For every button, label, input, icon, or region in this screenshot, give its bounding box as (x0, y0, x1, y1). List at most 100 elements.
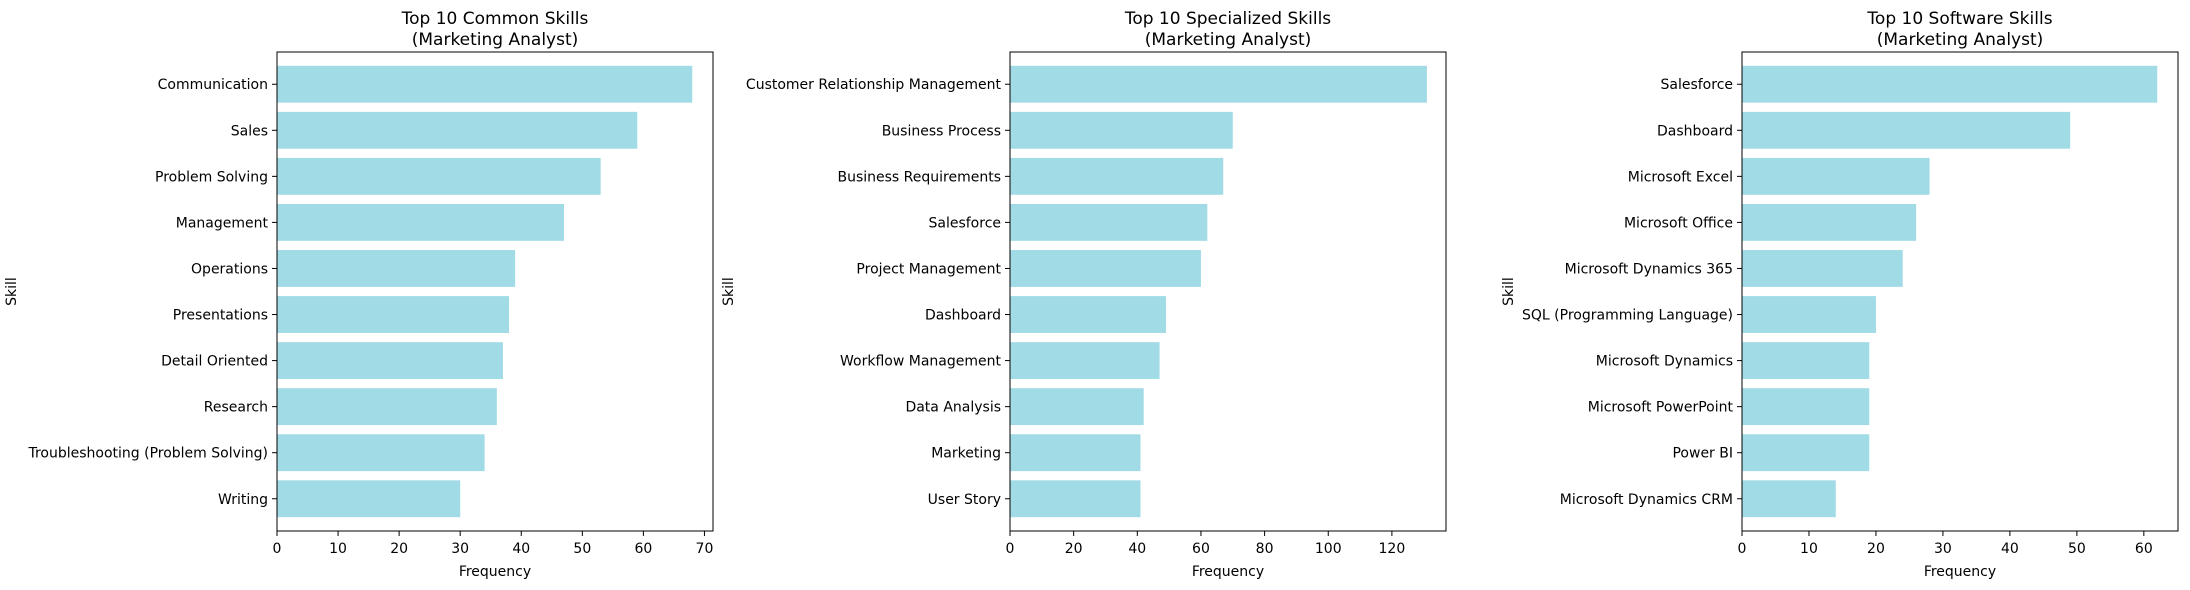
y-tick-label: Management (176, 215, 269, 231)
bar-2-6 (1010, 296, 1166, 333)
bar-2-5 (1010, 250, 1201, 287)
y-tick-label: Workflow Management (840, 354, 1001, 370)
x-tick-label: 10 (1800, 541, 1818, 557)
y-tick-label: Problem Solving (155, 169, 268, 185)
x-tick-label: 40 (2001, 541, 2019, 557)
x-tick-label: 60 (2135, 541, 2153, 557)
x-tick-label: 50 (2068, 541, 2086, 557)
y-tick-label: Microsoft Dynamics 365 (1565, 261, 1733, 277)
x-tick-label: 50 (573, 541, 591, 557)
y-tick-label: Dashboard (1657, 123, 1733, 139)
bar-2-4 (1010, 203, 1208, 241)
bar-3-3 (1742, 157, 1930, 195)
chart-subtitle: (Marketing Analyst) (412, 30, 579, 50)
x-tick-label: 30 (1934, 541, 1952, 557)
y-tick-label: Project Management (856, 261, 1001, 277)
y-tick-label: Business Process (882, 123, 1001, 139)
y-tick-label: Detail Oriented (161, 354, 268, 370)
bar-3-9 (1742, 434, 1870, 472)
x-tick-label: 120 (1379, 541, 1406, 557)
chart-title: Top 10 Specialized Skills (1124, 9, 1331, 29)
y-tick-label: Marketing (931, 446, 1001, 462)
bar-1-4 (277, 203, 565, 241)
y-tick-label: Sales (231, 123, 268, 139)
y-axis-label: Skill (721, 277, 737, 306)
x-tick-label: 0 (1738, 541, 1747, 557)
bar-1-2 (277, 111, 638, 149)
x-tick-label: 30 (451, 541, 469, 557)
y-axis-label: Skill (1501, 277, 1517, 306)
bar-3-10 (1742, 480, 1836, 518)
chart-title: Top 10 Common Skills (401, 9, 589, 29)
y-tick-label: Presentations (173, 308, 268, 324)
x-tick-label: 80 (1256, 541, 1274, 557)
y-tick-label: Data Analysis (905, 400, 1001, 416)
y-tick-label: Microsoft PowerPoint (1588, 400, 1734, 416)
bar-3-2 (1742, 111, 2071, 149)
y-tick-label: Microsoft Office (1624, 215, 1733, 231)
y-tick-label: Power BI (1672, 446, 1733, 462)
y-tick-label: Customer Relationship Management (746, 77, 1002, 93)
x-axis-label: Frequency (459, 564, 531, 580)
bar-2-3 (1010, 157, 1224, 195)
bar-1-8 (277, 388, 497, 426)
plot-frame (1009, 51, 1447, 532)
bar-1-3 (277, 157, 601, 195)
x-tick-label: 40 (512, 541, 530, 557)
bar-2-1 (1010, 65, 1427, 103)
chart-subtitle: (Marketing Analyst) (1145, 30, 1312, 50)
plot-frame (276, 51, 714, 532)
bar-1-5 (277, 250, 516, 287)
y-tick-label: Salesforce (928, 215, 1001, 231)
y-tick-label: Business Requirements (837, 169, 1001, 185)
bar-3-1 (1742, 65, 2158, 103)
x-tick-label: 60 (634, 541, 652, 557)
x-tick-label: 20 (1867, 541, 1885, 557)
x-axis-label: Frequency (1924, 564, 1996, 580)
chart-panel-3: Salesforce Dashboard Microsoft Excel Micros… (1501, 9, 2179, 580)
y-axis-label: Skill (4, 277, 20, 306)
bar-2-8 (1010, 388, 1144, 426)
x-tick-label: 100 (1315, 541, 1342, 557)
bar-1-9 (277, 434, 485, 472)
bar-3-7 (1742, 342, 1870, 380)
chart-subtitle: (Marketing Analyst) (1877, 30, 2044, 50)
y-tick-label: Microsoft Dynamics (1596, 354, 1733, 370)
x-tick-label: 60 (1192, 541, 1210, 557)
y-tick-label: Microsoft Excel (1628, 169, 1733, 185)
bar-3-6 (1742, 296, 1876, 333)
x-tick-label: 10 (329, 541, 347, 557)
y-tick-label: User Story (928, 492, 1001, 508)
y-tick-label: Research (204, 400, 268, 416)
bar-1-6 (277, 296, 510, 333)
y-tick-label: Operations (191, 261, 268, 277)
y-tick-label: Microsoft Dynamics CRM (1560, 492, 1733, 508)
bar-2-7 (1010, 342, 1160, 380)
bar-1-10 (277, 480, 461, 518)
y-tick-label: Salesforce (1660, 77, 1733, 93)
chart-panel-2: Customer Relationship Management Business… (721, 9, 1447, 580)
bar-3-4 (1742, 203, 1917, 241)
y-tick-label: Writing (218, 492, 268, 508)
y-tick-label: SQL (Programming Language) (1522, 308, 1733, 324)
x-tick-label: 0 (273, 541, 282, 557)
bar-1-7 (277, 342, 503, 380)
plot-frame (1741, 51, 2179, 532)
x-tick-label: 0 (1006, 541, 1015, 557)
bar-2-10 (1010, 480, 1141, 518)
x-axis-label: Frequency (1192, 564, 1264, 580)
y-tick-label: Dashboard (925, 308, 1001, 324)
bar-1-1 (277, 65, 693, 103)
chart-panel-1: Communication Sales Problem Solving Managem… (4, 9, 714, 580)
y-tick-label: Communication (158, 77, 268, 93)
x-tick-label: 20 (390, 541, 408, 557)
x-tick-label: 40 (1128, 541, 1146, 557)
bar-2-9 (1010, 434, 1141, 472)
chart-title: Top 10 Software Skills (1866, 9, 2052, 29)
y-tick-label: Troubleshooting (Problem Solving) (27, 446, 268, 462)
bar-2-2 (1010, 111, 1233, 149)
x-tick-label: 20 (1065, 541, 1083, 557)
x-tick-label: 70 (696, 541, 714, 557)
bar-3-8 (1742, 388, 1870, 426)
